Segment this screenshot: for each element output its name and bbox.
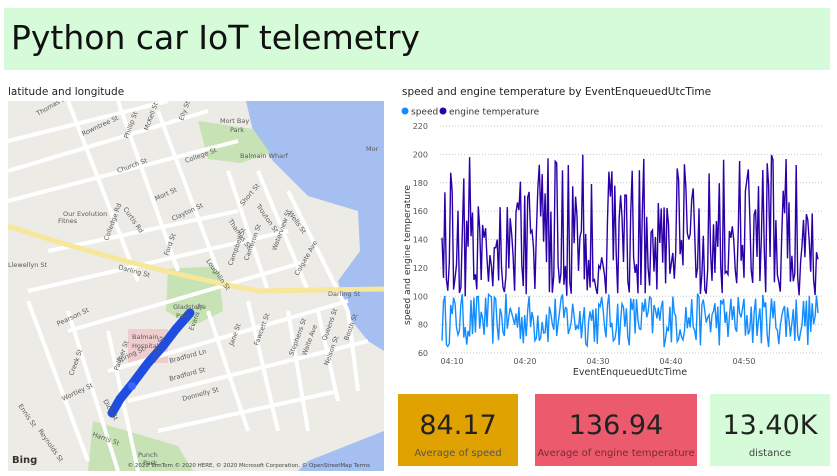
- map-street-label: Reynolds St: [36, 428, 65, 464]
- map-street-label: Punch: [138, 451, 158, 459]
- map-street-label: Mort St: [153, 185, 178, 202]
- map-street-label: Park: [143, 459, 157, 467]
- chart-y-ticks: 60 80 100 120 140 160 180 200 220: [413, 122, 428, 358]
- legend-marker-speed: [401, 107, 409, 115]
- map-street-label: Curtis Rd: [121, 206, 145, 235]
- map-street-label: Hospital: [132, 342, 159, 350]
- chart-x-tick-label: 04:10: [440, 357, 463, 366]
- chart-y-tick-label: 60: [418, 349, 428, 358]
- map-street-label: Darling St: [328, 290, 361, 298]
- map-title: latitude and longitude: [8, 86, 125, 98]
- legend-marker-engine-temperature: [439, 107, 447, 115]
- chart-x-axis-label: EventEnqueuedUtcTime: [573, 367, 687, 378]
- chart-legend[interactable]: speed engine temperature: [401, 107, 540, 118]
- map-street-label: Mor: [366, 145, 379, 153]
- map-street-label: Fitnes: [58, 217, 78, 225]
- map-street-label: Thomas St: [34, 101, 69, 118]
- kpi-card-speed[interactable]: 84.17 Average of speed: [398, 394, 518, 466]
- chart-x-tick-label: 04:40: [659, 357, 682, 366]
- map-street-label: Gladstone: [173, 303, 206, 311]
- chart-y-tick-label: 120: [413, 264, 428, 273]
- line-chart-canvas[interactable]: speed engine temperature 60 80 100 120 140 16…: [398, 100, 830, 380]
- kpi-value: 136.94: [568, 410, 664, 441]
- map-street-label: Our Evolution: [63, 210, 107, 218]
- kpi-label: Average of engine temperature: [537, 448, 695, 459]
- bing-logo: Bing: [12, 455, 38, 466]
- chart-x-tick-label: 04:20: [513, 357, 536, 366]
- kpi-value: 84.17: [419, 410, 497, 441]
- map-street-label: Colgate Ave: [293, 239, 319, 277]
- chart-y-axis-label: speed and engine temperature: [403, 185, 413, 325]
- map-route: [107, 308, 195, 418]
- series-line-engine-temperature: [441, 154, 819, 297]
- map-street-label: Llewellyn St: [8, 261, 48, 269]
- report-title: Python car IoT telemetry: [11, 18, 421, 57]
- chart-series: [441, 154, 819, 348]
- chart-x-tick-label: 04:50: [732, 357, 755, 366]
- chart-y-tick-label: 100: [413, 292, 428, 301]
- line-chart-title: speed and engine temperature by EventEnq…: [402, 86, 712, 98]
- map-water: [298, 431, 384, 471]
- report-title-bar: Python car IoT telemetry: [4, 8, 830, 70]
- map-main-road: [8, 223, 384, 294]
- series-line-speed: [441, 292, 819, 348]
- map-point: [128, 382, 136, 390]
- map-street-label: Park: [176, 312, 190, 320]
- kpi-card-engine-temperature[interactable]: 136.94 Average of engine temperature: [535, 394, 697, 466]
- map-street-label: Park: [230, 126, 244, 134]
- kpi-card-distance[interactable]: 13.40K distance: [710, 394, 830, 466]
- chart-y-tick-label: 160: [413, 207, 428, 216]
- map-visual[interactable]: Thomas St Rowntree St Phillip St McKell St E…: [8, 101, 384, 471]
- map-street-label: Balmain Wharf: [240, 152, 289, 160]
- chart-y-tick-label: 200: [413, 150, 428, 159]
- map-street-label: Bradford St: [168, 366, 206, 383]
- map-attribution[interactable]: © 2020 TomTom © 2020 HERE, © 2020 Micros…: [127, 463, 370, 469]
- chart-y-tick-label: 80: [418, 321, 428, 330]
- map-street-label: Mort Bay: [220, 117, 249, 125]
- chart-y-tick-label: 140: [413, 236, 428, 245]
- chart-y-tick-label: 180: [413, 179, 428, 188]
- chart-x-ticks: 04:10 04:20 04:30 04:40 04:50: [440, 357, 755, 366]
- map-street-label: Elly St: [177, 101, 192, 122]
- map-street-label: Wortley St: [60, 381, 94, 403]
- kpi-label: distance: [748, 448, 792, 459]
- legend-label-engine-temperature: engine temperature: [449, 108, 540, 118]
- map-street-label: Balmain: [132, 333, 159, 341]
- chart-y-tick-label: 220: [413, 122, 428, 131]
- kpi-value: 13.40K: [722, 410, 818, 441]
- legend-label-speed: speed: [411, 108, 438, 118]
- chart-x-tick-label: 04:30: [586, 357, 609, 366]
- map-street-label: Ennis St: [16, 403, 38, 429]
- kpi-label: Average of speed: [414, 448, 502, 459]
- line-chart-visual[interactable]: speed engine temperature 60 80 100 120 140 16…: [398, 100, 830, 380]
